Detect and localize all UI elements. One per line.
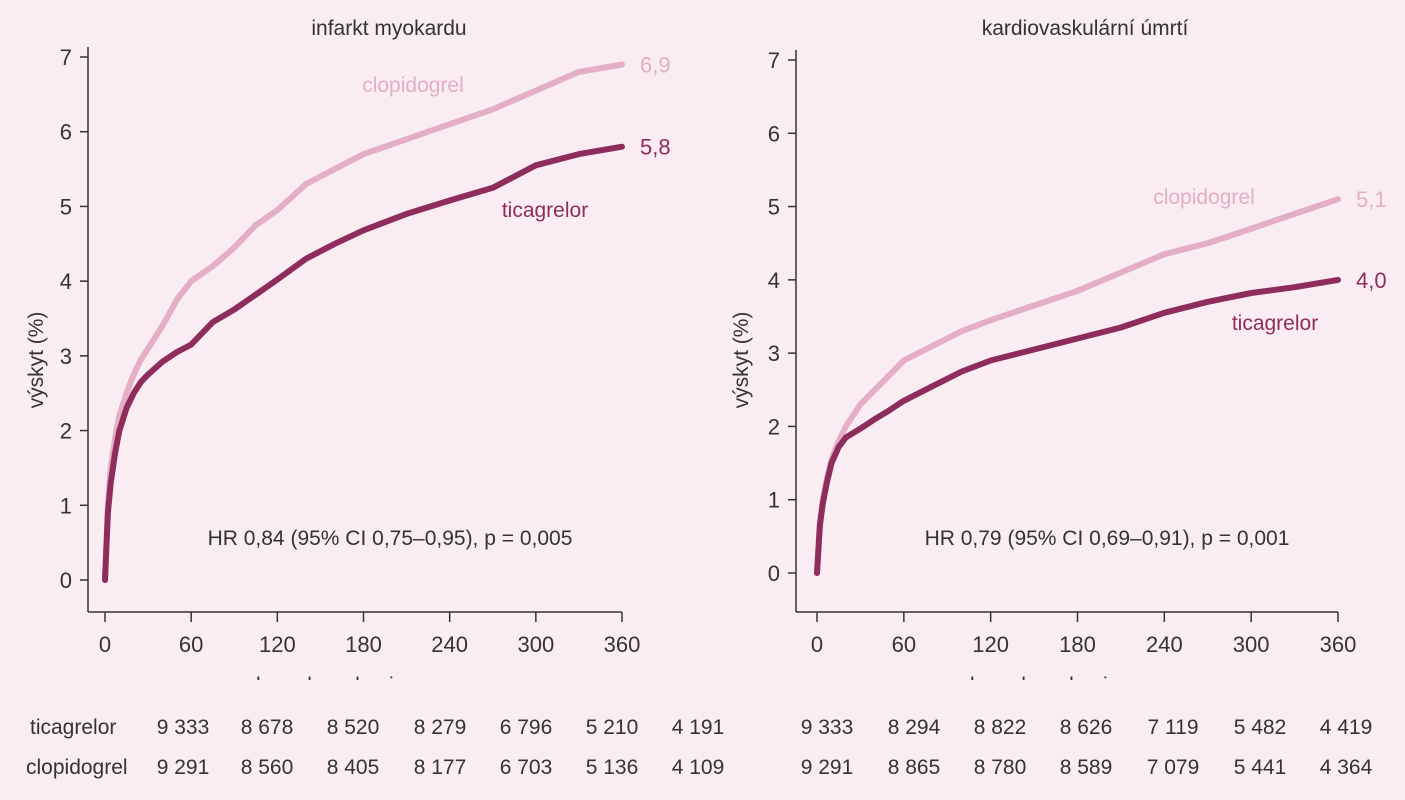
y-tick-label: 6: [768, 121, 780, 146]
at-risk-label-clopidogrel: clopidogrel: [26, 756, 128, 779]
x-tick-label: 0: [99, 632, 111, 657]
at-risk-value: 7 119: [1147, 716, 1199, 739]
series-line-clopidogrel: [102, 61, 625, 583]
at-risk-label-ticagrelor: ticagrelor: [30, 716, 117, 739]
x-tick-label: 300: [1233, 632, 1270, 657]
end-value-label-ticagrelor: 4,0: [1356, 268, 1387, 293]
at-risk-value: 4 191: [671, 716, 725, 739]
end-value-label-clopidogrel: 6,9: [640, 52, 671, 77]
y-tick-label: 2: [768, 414, 780, 439]
end-value-label-clopidogrel: 5,1: [1356, 187, 1387, 212]
at-risk-value: 9 333: [156, 716, 210, 739]
at-risk-value: 8 589: [1059, 756, 1113, 779]
at-risk-value: 9 333: [800, 716, 854, 739]
series-label-ticagrelor: ticagrelor: [1232, 312, 1318, 335]
series-line-ticagrelor: [102, 143, 625, 583]
x-tick-label: 120: [972, 632, 1009, 657]
series-line-clopidogrel: [814, 196, 1341, 576]
x-tick-label: 60: [892, 632, 916, 657]
y-tick-label: 5: [60, 194, 72, 219]
at-risk-value: 4 109: [671, 756, 725, 779]
y-tick-label: 7: [768, 48, 780, 73]
y-tick-label: 0: [768, 561, 780, 586]
at-risk-value: 8 294: [887, 716, 941, 739]
x-tick-label: 180: [345, 632, 382, 657]
x-tick-label: 360: [1320, 632, 1357, 657]
at-risk-value: 8 822: [973, 716, 1027, 739]
at-risk-value: 8 678: [240, 716, 294, 739]
at-risk-value: 4 364: [1319, 756, 1373, 779]
at-risk-value: 7 079: [1146, 756, 1200, 779]
y-tick-label: 1: [60, 493, 72, 518]
at-risk-value: 8 865: [887, 756, 941, 779]
y-tick-label: 5: [768, 195, 780, 220]
x-tick-label: 360: [604, 632, 641, 657]
series-line-ticagrelor: [814, 276, 1341, 576]
at-risk-value: 6 796: [499, 716, 553, 739]
at-risk-value: 5 482: [1233, 716, 1287, 739]
at-risk-value: 8 560: [240, 756, 294, 779]
y-tick-label: 4: [60, 269, 72, 294]
at-risk-value: 8 626: [1059, 716, 1113, 739]
x-tick-label: 180: [1059, 632, 1096, 657]
at-risk-value: 6 703: [499, 756, 553, 779]
at-risk-value: 8 520: [326, 716, 380, 739]
at-risk-value: 8 279: [413, 716, 467, 739]
y-tick-label: 1: [768, 488, 780, 513]
y-axis-label: výskyt (%): [25, 312, 48, 409]
y-tick-label: 4: [768, 268, 780, 293]
series-label-clopidogrel: clopidogrel: [362, 74, 464, 97]
y-tick-label: 0: [60, 568, 72, 593]
at-risk-row-ticagrelor-left: ticagrelor 9 333 8 678 8 520 8 279 6 796…: [0, 716, 760, 744]
x-tick-label: 0: [811, 632, 823, 657]
chart-title: infarkt myokardu: [311, 17, 466, 40]
y-tick-label: 2: [60, 419, 72, 444]
x-tick-label: 120: [259, 632, 296, 657]
x-tick-label: 240: [1146, 632, 1183, 657]
x-axis-label: dny od randomizace: [249, 674, 438, 680]
at-risk-value: 8 780: [973, 756, 1027, 779]
at-risk-value: 5 210: [585, 716, 639, 739]
y-tick-label: 7: [60, 45, 72, 70]
at-risk-row-clopidogrel-left: clopidogrel 9 291 8 560 8 405 8 177 6 70…: [0, 756, 760, 784]
at-risk-value: 9 291: [800, 756, 854, 779]
y-axis-label: výskyt (%): [730, 312, 753, 409]
chart-title: kardiovaskulární úmrtí: [982, 17, 1189, 40]
x-tick-label: 60: [179, 632, 203, 657]
series-label-ticagrelor: ticagrelor: [502, 199, 588, 222]
at-risk-value: 5 441: [1233, 756, 1287, 779]
end-value-label-ticagrelor: 5,8: [640, 135, 671, 160]
x-tick-label: 300: [517, 632, 554, 657]
series-label-clopidogrel: clopidogrel: [1153, 186, 1255, 209]
y-tick-label: 6: [60, 120, 72, 145]
hr-annotation: HR 0,84 (95% CI 0,75–0,95), p = 0,005: [208, 527, 573, 550]
x-axis-label: dny od randomizace: [963, 674, 1152, 680]
y-tick-label: 3: [60, 344, 72, 369]
at-risk-row-clopidogrel-right: 9 291 8 865 8 780 8 589 7 079 5 441 4 36…: [760, 756, 1400, 784]
at-risk-value: 9 291: [156, 756, 210, 779]
at-risk-value: 8 177: [413, 756, 467, 779]
at-risk-value: 4 419: [1319, 716, 1373, 739]
at-risk-row-ticagrelor-right: 9 333 8 294 8 822 8 626 7 119 5 482 4 41…: [760, 716, 1400, 744]
x-tick-label: 240: [431, 632, 468, 657]
y-tick-label: 3: [768, 341, 780, 366]
hr-annotation: HR 0,79 (95% CI 0,69–0,91), p = 0,001: [925, 527, 1290, 550]
at-risk-value: 8 405: [326, 756, 380, 779]
at-risk-value: 5 136: [585, 756, 639, 779]
